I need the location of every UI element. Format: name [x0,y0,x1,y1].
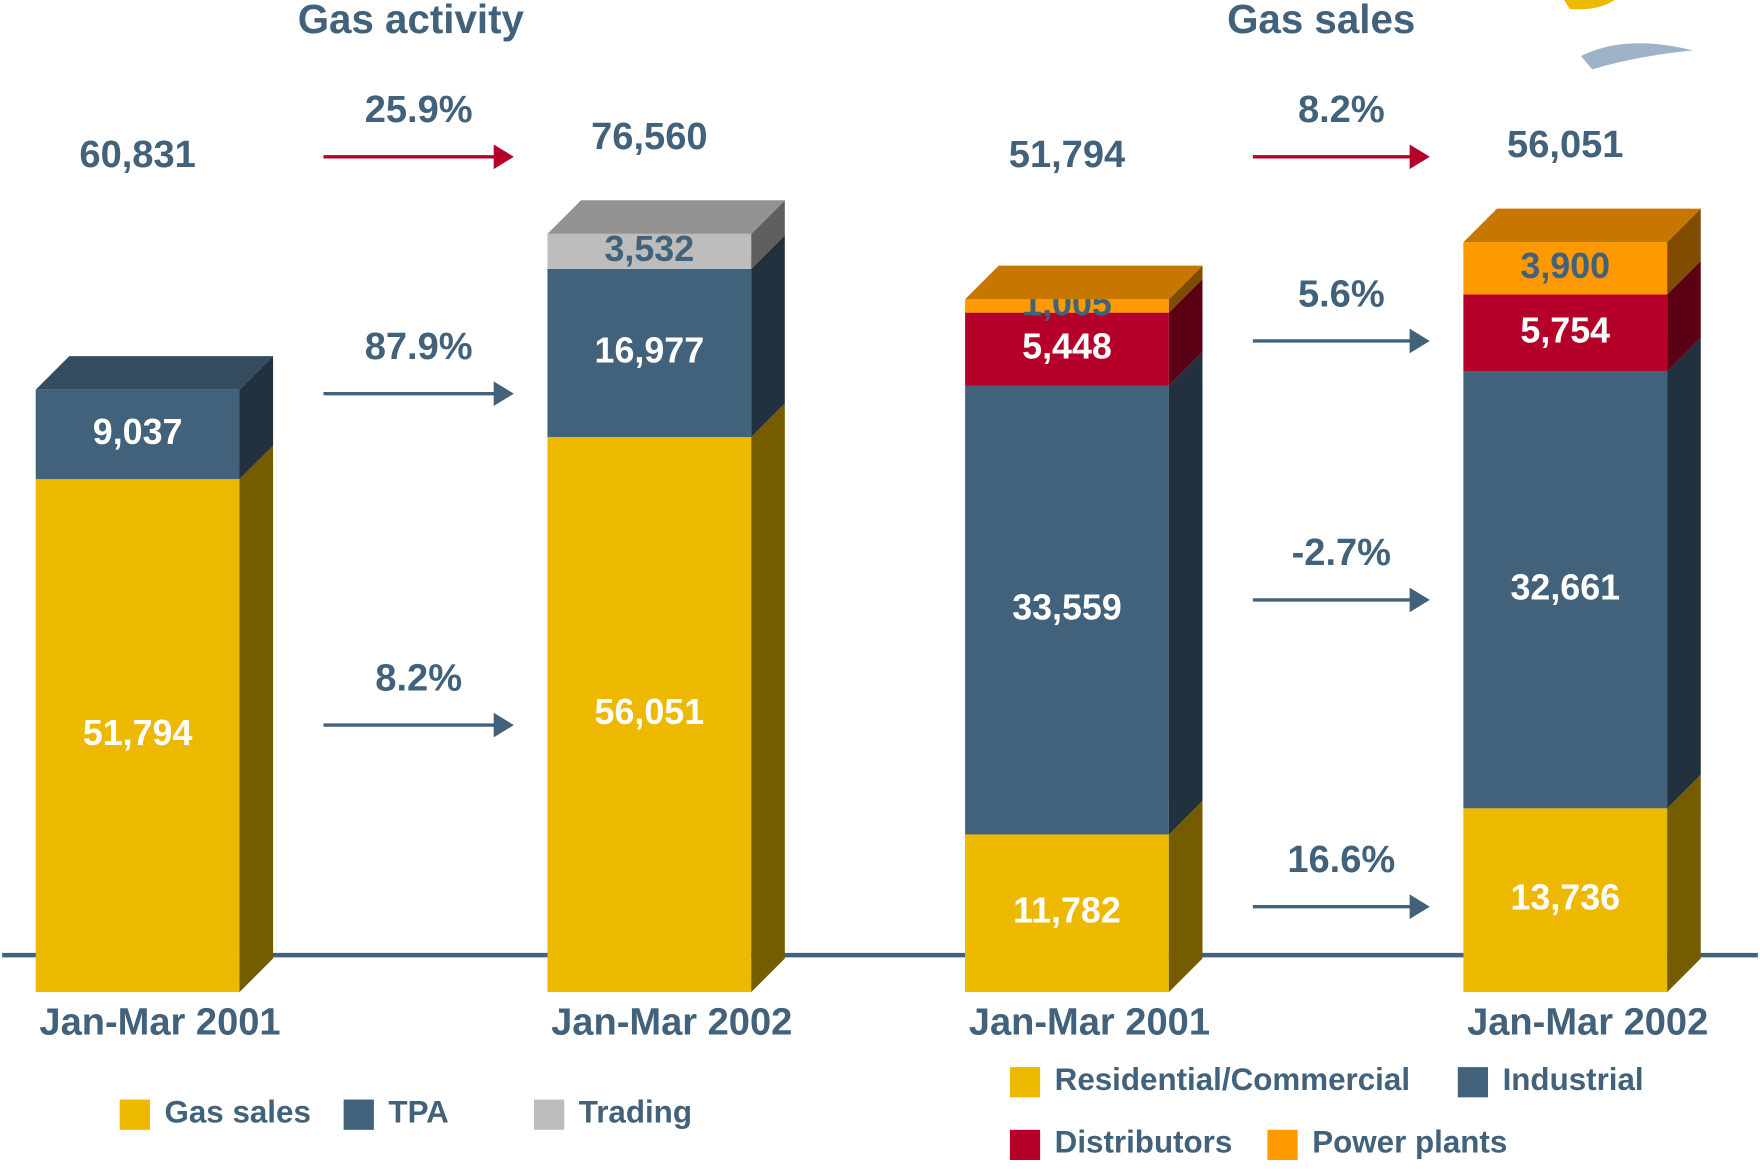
arrow-head [1409,144,1430,170]
bar-side [1667,208,1701,295]
legend-swatch [1267,1129,1298,1161]
chart-title: Gas activity [298,0,525,42]
value-label: 11,782 [1013,891,1121,931]
legend-swatch [1457,1067,1489,1098]
change-label: 25.9% [365,89,473,131]
bar-top [1463,208,1701,243]
value-label: 33,559 [1012,587,1122,627]
value-label: 13,736 [1510,878,1620,918]
bar-side [1667,774,1701,993]
bar-segment [547,268,752,438]
value-label: 5,448 [1022,327,1112,367]
bar-segment [547,233,752,269]
x-tick-label: Jan-Mar 2001 [969,1002,1210,1044]
legend-swatch [1009,1067,1041,1098]
bar-side [751,403,785,993]
logo [1564,0,1615,10]
total-label: 51,794 [1009,134,1125,176]
value-label: 9,037 [93,412,183,452]
logo [1580,43,1693,70]
change-label: 8.2% [375,657,462,699]
total-label: 76,560 [591,116,707,158]
x-tick-label: Jan-Mar 2001 [39,1002,280,1044]
bar-side [1168,265,1203,313]
legend-label: Gas sales [164,1094,310,1129]
legend-label: TPA [388,1094,448,1129]
legend-label: Residential/Commercial [1055,1062,1410,1097]
value-label: 51,794 [83,713,193,753]
bar-top [965,265,1203,300]
bar-segment [35,389,240,480]
arrow-head [493,144,514,170]
bar-top [547,200,785,234]
bar-segment [1463,808,1668,993]
bar-side [1667,260,1701,372]
arrow-head [493,712,514,738]
bar-segment [547,437,752,993]
bar-segment [965,385,1169,835]
change-label: 16.6% [1287,839,1395,881]
arrow-head [1409,894,1430,920]
bar-side [1168,800,1203,993]
legend-label: Distributors [1055,1125,1233,1160]
value-label: 5,754 [1520,310,1610,350]
value-label: 3,900 [1520,246,1610,286]
bar-segment [1463,294,1668,372]
bar-side [751,235,785,438]
value-label: 32,661 [1510,567,1620,607]
value-label: 16,977 [595,330,705,370]
legend-swatch [119,1099,150,1130]
total-label: 56,051 [1507,124,1623,166]
bar-segment [965,834,1169,993]
total-label: 60,831 [79,134,195,176]
change-label: 8.2% [1298,89,1385,131]
legend-label: Power plants [1312,1125,1507,1160]
bar-segment [1463,242,1668,295]
change-label: -2.7% [1292,532,1391,574]
legend-label: Trading [579,1094,692,1129]
legend-swatch [343,1099,374,1130]
legend-swatch [1009,1129,1041,1161]
change-label: 5.6% [1298,273,1385,315]
x-tick-label: Jan-Mar 2002 [1467,1002,1708,1044]
arrow-head [1409,328,1430,354]
bar-side [239,445,274,993]
bar-segment [35,479,240,993]
bar-segment [1463,371,1668,809]
bar-side [1667,337,1701,809]
value-label: 3,532 [604,229,694,269]
bar-segment [965,312,1169,386]
arrow-head [493,381,514,406]
bar-side [751,200,785,269]
legend-label: Industrial [1503,1062,1644,1097]
bar-side [239,356,274,480]
chart-title: Gas sales [1227,0,1415,42]
bar-side [1168,351,1203,835]
bar-segment [965,299,1169,313]
change-label: 87.9% [365,326,473,368]
arrow-head [1409,587,1430,613]
x-tick-label: Jan-Mar 2002 [551,1002,792,1044]
bar-side [1168,279,1203,386]
bar-top [35,356,274,390]
legend-swatch [534,1099,565,1130]
value-label: 56,051 [595,692,705,732]
